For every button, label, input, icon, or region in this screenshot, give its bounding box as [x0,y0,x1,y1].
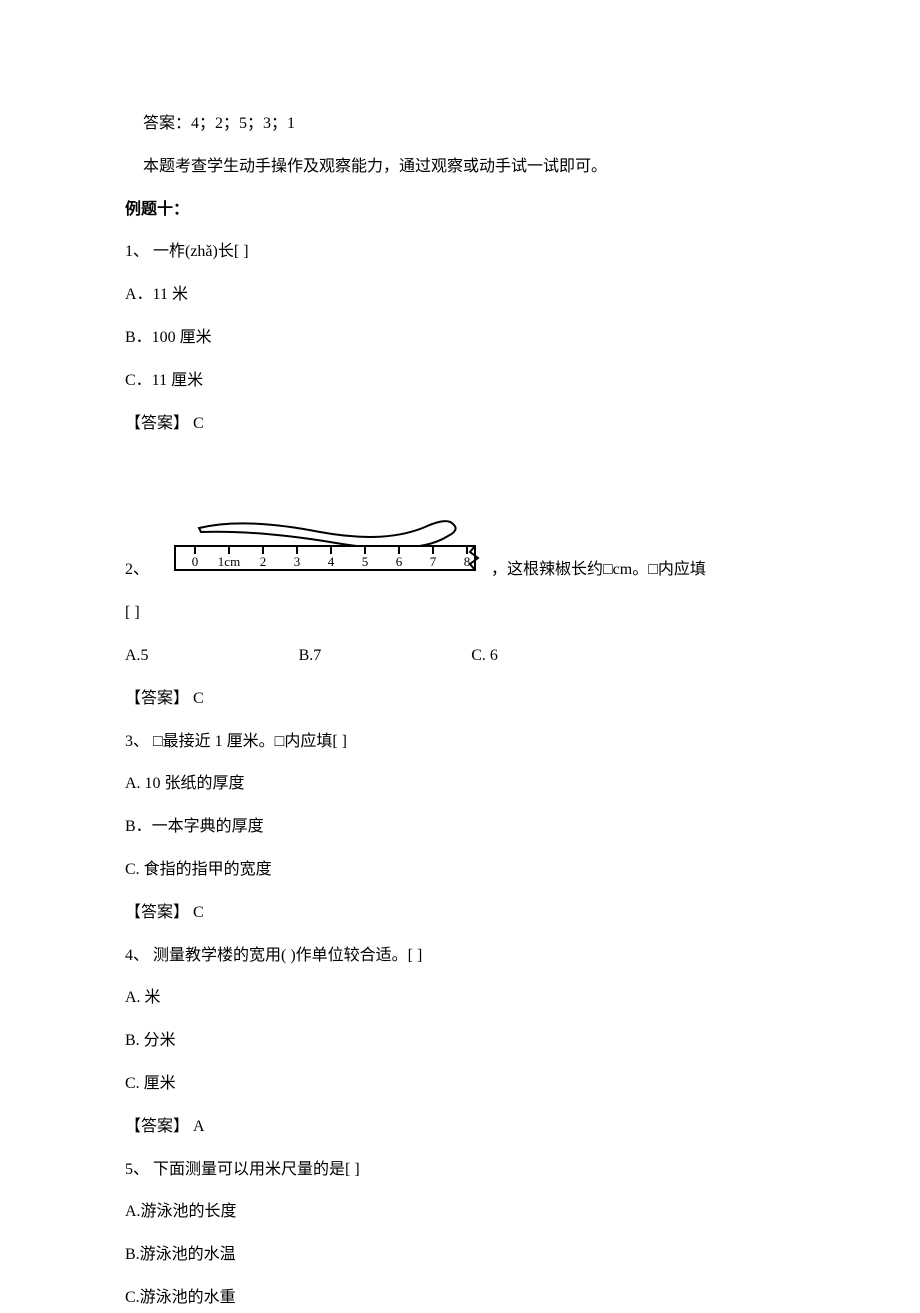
q3-option-c: C. 食指的指甲的宽度 [125,856,795,885]
svg-text:1cm: 1cm [218,554,240,569]
q5-option-c: C.游泳池的水重 [125,1284,795,1313]
q2-suffix: ，这根辣椒长约□cm。□内应填 [491,556,706,585]
q4-option-c: C. 厘米 [125,1070,795,1099]
q2-stem2: [ ] [125,599,795,628]
q3-stem: 3、 □最接近 1 厘米。□内应填[ ] [125,728,795,757]
q1-option-c: C．11 厘米 [125,367,795,396]
q4-stem: 4、 测量教学楼的宽用( )作单位较合适。[ ] [125,942,795,971]
q3-answer: 【答案】 C [125,899,795,928]
q5-option-b: B.游泳池的水温 [125,1241,795,1270]
q1-option-b: B．100 厘米 [125,324,795,353]
q2-prefix: 2、 [125,556,149,585]
svg-text:5: 5 [362,554,369,569]
q2-answer: 【答案】 C [125,685,795,714]
svg-text:2: 2 [260,554,267,569]
q2-option-b: B.7 [299,642,322,671]
q2-options: A.5 B.7 C. 6 [125,642,795,671]
svg-text:7: 7 [430,554,437,569]
q2-stem-row: 2、 0 1cm 2 3 4 5 6 7 8 ，这根辣椒长约□cm。□内应填 [125,502,795,585]
q4-option-a: A. 米 [125,984,795,1013]
q2-option-a: A.5 [125,642,149,671]
q1-answer: 【答案】 C [125,410,795,439]
spacer [125,452,795,502]
answer-text: 答案：4；2；5；3；1 [125,110,795,139]
pepper-icon [199,521,456,548]
q4-option-b: B. 分米 [125,1027,795,1056]
svg-text:4: 4 [328,554,335,569]
q2-option-c: C. 6 [471,642,498,671]
q5-stem: 5、 下面测量可以用米尺量的是[ ] [125,1156,795,1185]
svg-text:8: 8 [464,554,471,569]
svg-text:6: 6 [396,554,403,569]
ruler-diagram: 0 1cm 2 3 4 5 6 7 8 [155,502,485,585]
q1-stem: 1、 一柞(zhǎ)长[ ] [125,238,795,267]
q4-answer: 【答案】 A [125,1113,795,1142]
svg-text:3: 3 [294,554,301,569]
q3-option-b: B．一本字典的厚度 [125,813,795,842]
explanation-text: 本题考查学生动手操作及观察能力，通过观察或动手试一试即可。 [125,153,795,182]
q5-option-a: A.游泳池的长度 [125,1198,795,1227]
q3-option-a: A. 10 张纸的厚度 [125,770,795,799]
svg-text:0: 0 [192,554,199,569]
q1-option-a: A．11 米 [125,281,795,310]
section-title: 例题十： [125,196,795,225]
